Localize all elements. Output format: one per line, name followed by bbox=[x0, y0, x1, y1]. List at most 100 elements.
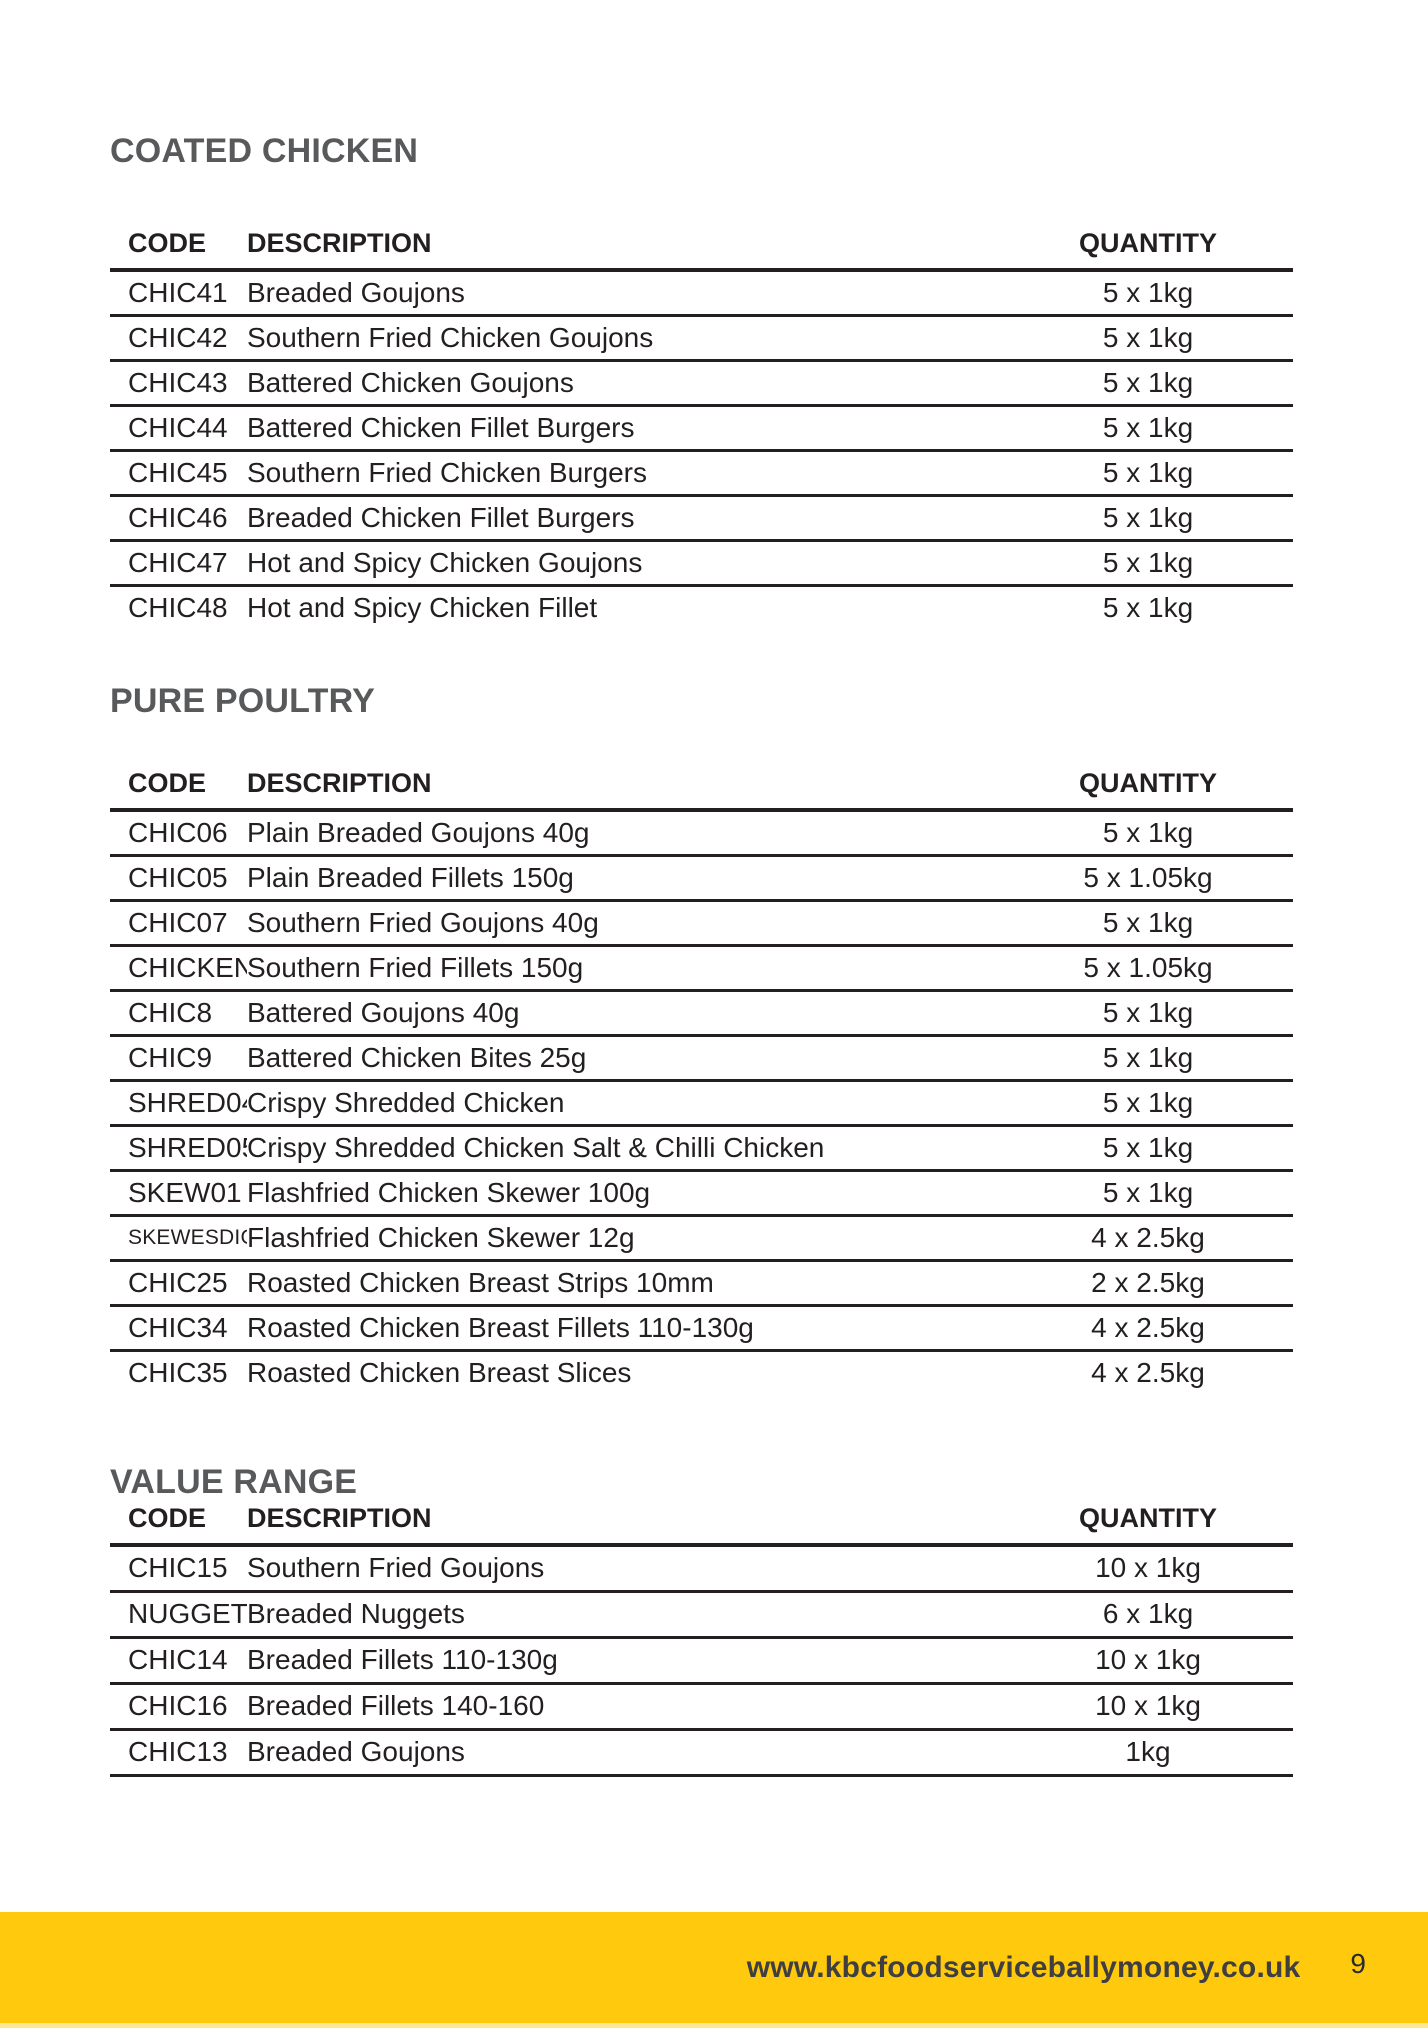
product-code: CHIC46 bbox=[110, 495, 247, 542]
product-description: Southern Fried Goujons 40g bbox=[247, 900, 1003, 947]
product-description: Breaded Goujons bbox=[247, 270, 1003, 317]
product-code: SHRED04 bbox=[110, 1080, 247, 1127]
column-header-code: CODE bbox=[110, 228, 247, 272]
product-code: CHIC06 bbox=[110, 810, 247, 857]
column-header-code: CODE bbox=[110, 768, 247, 812]
product-description: Battered Chicken Goujons bbox=[247, 360, 1003, 407]
product-code: CHIC41 bbox=[110, 270, 247, 317]
table-row: CHIC16 Breaded Fillets 140-160 10 x 1kg bbox=[110, 1683, 1293, 1731]
product-description: Battered Chicken Bites 25g bbox=[247, 1035, 1003, 1082]
product-code: CHIC14 bbox=[110, 1637, 247, 1685]
product-code: SKEW01 bbox=[110, 1170, 247, 1217]
table-row: CHIC42 Southern Fried Chicken Goujons 5 x … bbox=[110, 315, 1293, 362]
section-pure-poultry: PURE POULTRY CODE DESCRIPTION QUANTITY C… bbox=[110, 680, 1293, 1395]
section-title-value-range: VALUE RANGE bbox=[110, 1463, 358, 1501]
product-description: Breaded Chicken Fillet Burgers bbox=[247, 495, 1003, 542]
table-header: CODE DESCRIPTION QUANTITY bbox=[110, 1503, 1293, 1547]
table-row: CHIC13 Breaded Goujons 1kg bbox=[110, 1729, 1293, 1777]
product-code: CHIC35 bbox=[128, 1357, 228, 1389]
product-description: Battered Goujons 40g bbox=[247, 990, 1003, 1037]
product-description: Plain Breaded Goujons 40g bbox=[247, 810, 1003, 857]
product-code: CHIC9 bbox=[110, 1035, 247, 1082]
product-quantity: 5 x 1kg bbox=[1003, 1125, 1293, 1172]
coated-chicken-table: CODE DESCRIPTION QUANTITY CHIC41 Breaded … bbox=[110, 228, 1293, 630]
product-code: CHIC48 bbox=[128, 592, 228, 624]
product-quantity: 4 x 2.5kg bbox=[1003, 1305, 1293, 1352]
page-content: COATED CHICKEN CODE DESCRIPTION QUANTITY… bbox=[110, 0, 1293, 1777]
product-description: Roasted Chicken Breast Strips 10mm bbox=[247, 1260, 1003, 1307]
table-row: CHIC8 Battered Goujons 40g 5 x 1kg bbox=[110, 990, 1293, 1037]
product-description: Plain Breaded Fillets 150g bbox=[247, 855, 1003, 902]
product-code: CHIC15 bbox=[110, 1545, 247, 1593]
table-row: CHIC06 Plain Breaded Goujons 40g 5 x 1kg bbox=[110, 810, 1293, 857]
product-quantity: 5 x 1kg bbox=[1003, 405, 1293, 452]
column-header-description: DESCRIPTION bbox=[247, 768, 1003, 812]
product-quantity: 5 x 1kg bbox=[1003, 270, 1293, 317]
table-row: CHICKEN Southern Fried Fillets 150g 5 x 1.… bbox=[110, 945, 1293, 992]
table-row: CHIC14 Breaded Fillets 110-130g 10 x 1kg bbox=[110, 1637, 1293, 1685]
section-title-pure-poultry: PURE POULTRY bbox=[110, 682, 375, 720]
table-row: CHIC34 Roasted Chicken Breast Fillets 110… bbox=[110, 1305, 1293, 1352]
table-row: CHIC45 Southern Fried Chicken Burgers 5 x … bbox=[110, 450, 1293, 497]
product-code: CHIC45 bbox=[110, 450, 247, 497]
product-quantity: 5 x 1kg bbox=[1003, 540, 1293, 587]
product-code: CHIC34 bbox=[110, 1305, 247, 1352]
header-row: CODE DESCRIPTION QUANTITY bbox=[110, 228, 1293, 272]
product-quantity: 5 x 1.05kg bbox=[1003, 855, 1293, 902]
product-description: Breaded Fillets 140-160 bbox=[247, 1683, 1003, 1731]
footer-content: www.kbcfoodserviceballymoney.co.uk 9 bbox=[746, 1948, 1428, 1985]
product-description: Hot and Spicy Chicken Fillet bbox=[247, 592, 598, 624]
table-row: CHIC15 Southern Fried Goujons 10 x 1kg bbox=[110, 1545, 1293, 1593]
section-value-range: VALUE RANGE CODE DESCRIPTION QUANTITY CH… bbox=[110, 1461, 1293, 1777]
header-row: CODE DESCRIPTION QUANTITY bbox=[110, 768, 1293, 812]
footer-bottom-edge bbox=[0, 2023, 1428, 2028]
product-quantity: 2 x 2.5kg bbox=[1003, 1260, 1293, 1307]
product-quantity: 1kg bbox=[1003, 1729, 1293, 1777]
product-code: CHIC07 bbox=[110, 900, 247, 947]
column-header-description: DESCRIPTION bbox=[247, 1503, 1003, 1547]
table-row: SKEWESDIGGFlashfried Chicken Skewer 12g4… bbox=[110, 1215, 1293, 1262]
product-quantity: 4 x 2.5kg bbox=[1003, 1215, 1293, 1262]
table-row: CHIC05 Plain Breaded Fillets 150g 5 x 1.05… bbox=[110, 855, 1293, 902]
product-description: Flashfried Chicken Skewer 12g bbox=[247, 1215, 1003, 1262]
section-coated-chicken: COATED CHICKEN CODE DESCRIPTION QUANTITY… bbox=[110, 130, 1293, 630]
product-quantity: 5 x 1kg bbox=[1003, 1170, 1293, 1217]
product-description: Southern Fried Chicken Goujons bbox=[247, 315, 1003, 362]
product-description: Breaded Goujons bbox=[247, 1729, 1003, 1777]
column-header-quantity: QUANTITY bbox=[1003, 1503, 1293, 1547]
table-row: SHRED04 Crispy Shredded Chicken 5 x 1kg bbox=[110, 1080, 1293, 1127]
column-header-quantity: QUANTITY bbox=[1003, 768, 1293, 812]
product-description: Flashfried Chicken Skewer 100g bbox=[247, 1170, 1003, 1217]
product-code: SKEWESDIGG bbox=[110, 1215, 247, 1262]
product-description: Battered Chicken Fillet Burgers bbox=[247, 405, 1003, 452]
product-quantity: 10 x 1kg bbox=[1003, 1683, 1293, 1731]
table-header: CODE DESCRIPTION QUANTITY bbox=[110, 228, 1293, 272]
table-row: CHIC46 Breaded Chicken Fillet Burgers 5 x … bbox=[110, 495, 1293, 542]
product-description: Crispy Shredded Chicken Salt & Chilli Ch… bbox=[247, 1125, 1003, 1172]
header-row: CODE DESCRIPTION QUANTITY bbox=[110, 1503, 1293, 1547]
product-description: Roasted Chicken Breast Slices bbox=[247, 1357, 632, 1389]
product-description: Breaded Nuggets bbox=[247, 1591, 1003, 1639]
product-code: CHIC43 bbox=[110, 360, 247, 407]
pure-poultry-table: CODE DESCRIPTION QUANTITY CHIC06 Plain Br… bbox=[110, 768, 1293, 1395]
product-quantity: 5 x 1kg bbox=[1003, 810, 1293, 857]
product-code: CHIC8 bbox=[110, 990, 247, 1037]
product-code: CHIC47 bbox=[110, 540, 247, 587]
product-description: Breaded Fillets 110-130g bbox=[247, 1637, 1003, 1685]
footer-website-url: www.kbcfoodserviceballymoney.co.uk bbox=[746, 1950, 1301, 1984]
product-description: Roasted Chicken Breast Fillets 110-130g bbox=[247, 1305, 1003, 1352]
table-row: SKEW01 Flashfried Chicken Skewer 100g 5 x … bbox=[110, 1170, 1293, 1217]
column-header-description: DESCRIPTION bbox=[247, 228, 1003, 272]
product-code: CHICKEN bbox=[110, 945, 247, 992]
product-quantity: 5 x 1kg bbox=[1003, 495, 1293, 542]
table-row: CHIC44 Battered Chicken Fillet Burgers 5 x… bbox=[110, 405, 1293, 452]
table-row: CHIC41 Breaded Goujons 5 x 1kg bbox=[110, 270, 1293, 317]
product-description: Southern Fried Fillets 150g bbox=[247, 945, 1003, 992]
table-row: CHIC07 Southern Fried Goujons 40g 5 x 1kg bbox=[110, 900, 1293, 947]
product-description: Southern Fried Goujons bbox=[247, 1545, 1003, 1593]
column-header-quantity: QUANTITY bbox=[1003, 228, 1293, 272]
table-row: CHIC47 Hot and Spicy Chicken Goujons 5 x 1… bbox=[110, 540, 1293, 587]
column-header-code: CODE bbox=[110, 1503, 247, 1547]
table-header: CODE DESCRIPTION QUANTITY bbox=[110, 768, 1293, 812]
